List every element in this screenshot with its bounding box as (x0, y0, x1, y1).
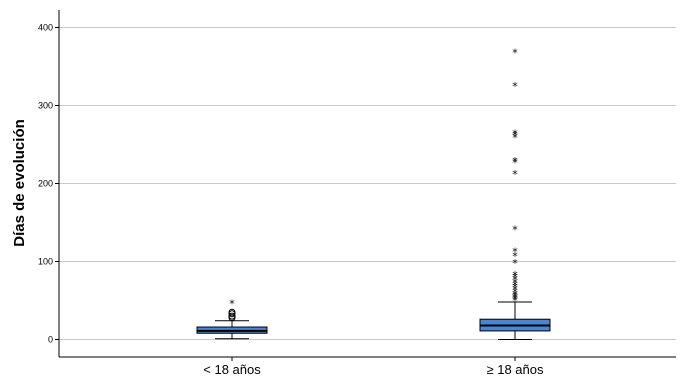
extreme-point: * (512, 269, 518, 282)
extreme-point: * (512, 277, 518, 290)
extreme-point: * (512, 295, 518, 308)
extreme-point: * (512, 273, 518, 286)
y-tick-label: 100 (38, 257, 53, 267)
y-axis-label: Días de evolución (11, 119, 28, 247)
extreme-point: * (512, 293, 518, 306)
extreme-point: * (512, 284, 518, 297)
extreme-point: * (512, 290, 518, 303)
extreme-point: * (512, 155, 518, 168)
extreme-point: * (512, 129, 518, 142)
extreme-point: * (512, 286, 518, 299)
extreme-point: * (512, 279, 518, 292)
y-tick-label: 300 (38, 101, 53, 111)
gridlines (59, 27, 676, 340)
y-tick-labels: 0 100 200 300 400 (38, 23, 53, 345)
extreme-point: * (512, 281, 518, 294)
axes (55, 10, 676, 361)
extreme-point: * (512, 245, 518, 258)
y-tick-label: 0 (48, 335, 53, 345)
x-tick-labels: < 18 años ≥ 18 años (203, 362, 544, 376)
extreme-point: * (512, 250, 518, 263)
extreme-point: * (512, 271, 518, 284)
y-tick-label: 200 (38, 179, 53, 189)
boxes: * ************************* (196, 46, 551, 340)
y-tick-label: 400 (38, 23, 53, 33)
outlier-point (228, 312, 236, 320)
extreme-point: * (512, 224, 518, 237)
outlier-point (228, 308, 236, 316)
extreme-point: * (512, 291, 518, 304)
box-group: ************************* (479, 46, 551, 340)
box-group: * (196, 298, 268, 340)
extreme-point: * (512, 131, 518, 144)
x-tick-label: ≥ 18 años (486, 362, 544, 376)
extreme-point: * (512, 80, 518, 93)
extreme-point: * (512, 46, 518, 59)
extreme-point: * (512, 257, 518, 270)
extreme-point: * (512, 168, 518, 181)
extreme-point: * (512, 156, 518, 169)
extreme-point: * (512, 128, 518, 141)
x-tick-label: < 18 años (203, 362, 261, 376)
extreme-point: * (229, 298, 235, 311)
extreme-point: * (512, 288, 518, 301)
